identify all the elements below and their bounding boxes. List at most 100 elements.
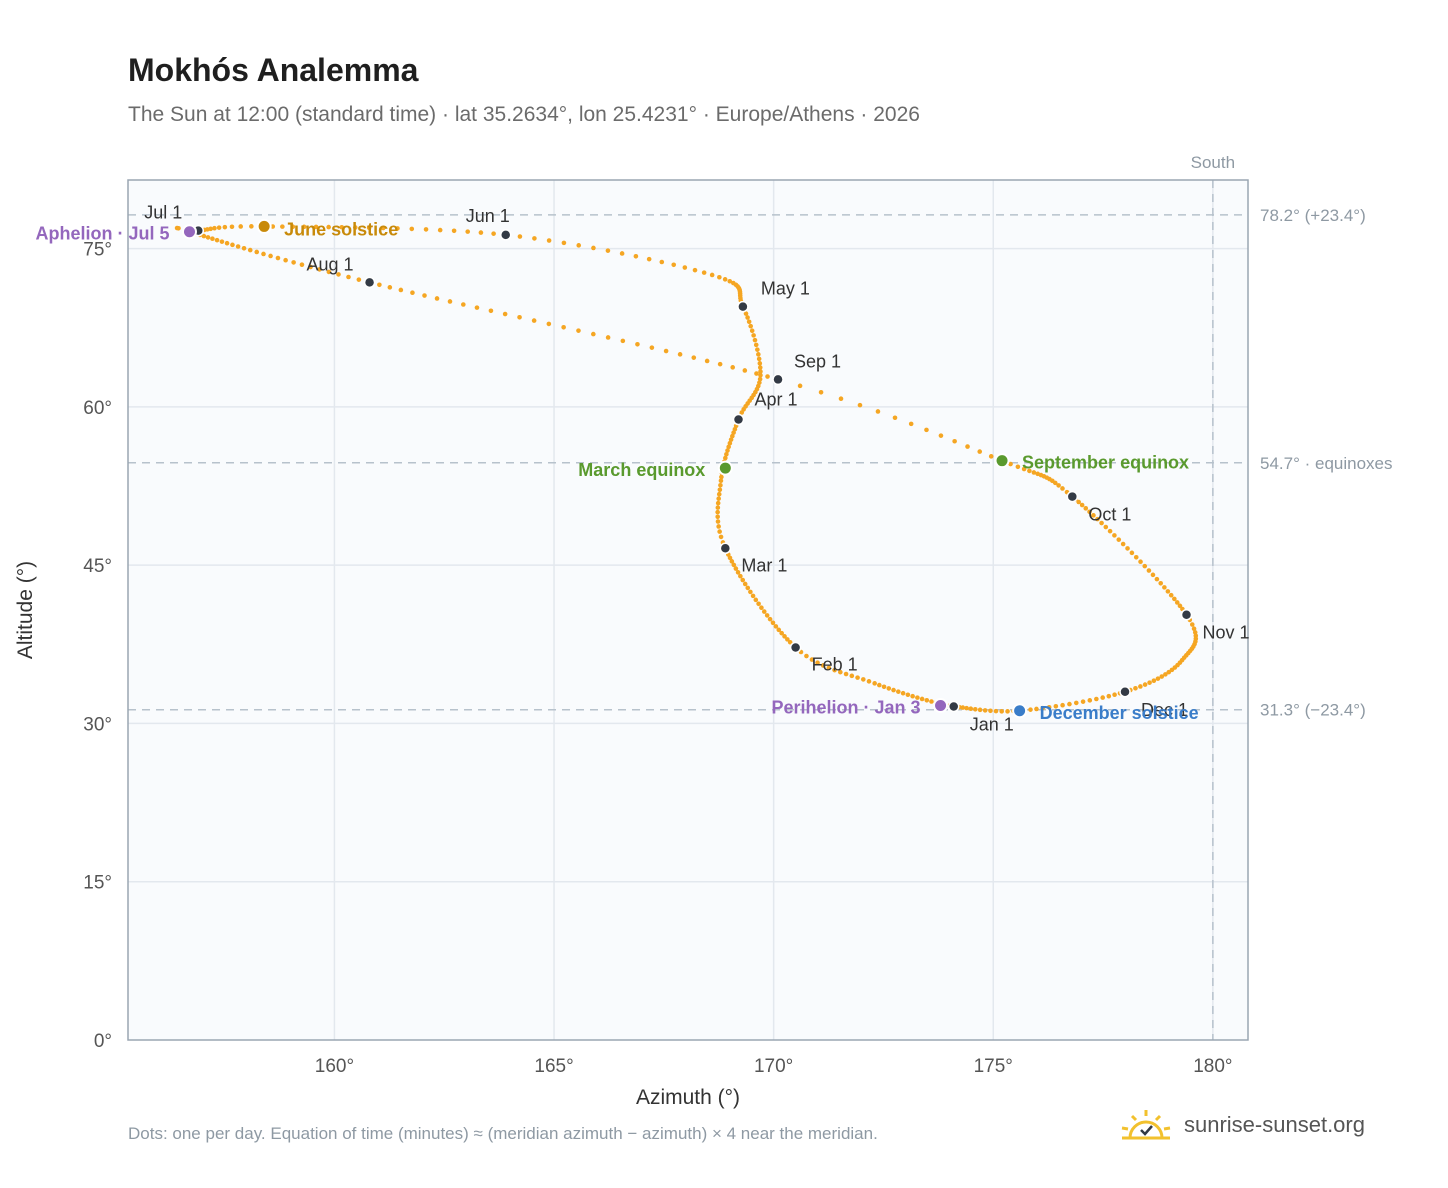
daily-sun-dot bbox=[717, 361, 723, 367]
daily-sun-dot bbox=[849, 673, 855, 679]
daily-sun-dot bbox=[1165, 589, 1171, 594]
x-tick-label: 180° bbox=[1193, 1056, 1232, 1077]
month-marker-label: May 1 bbox=[761, 279, 810, 299]
daily-sun-dot bbox=[757, 365, 763, 370]
daily-sun-dot bbox=[723, 455, 728, 461]
daily-sun-dot bbox=[756, 356, 762, 362]
daily-sun-dot bbox=[896, 689, 901, 694]
daily-sun-dot bbox=[748, 589, 753, 595]
daily-sun-dot bbox=[339, 224, 345, 230]
event-marker-label: Aphelion · Jul 5 bbox=[35, 224, 169, 244]
daily-sun-dot bbox=[1094, 696, 1099, 702]
daily-sun-dot bbox=[929, 699, 934, 704]
daily-sun-dot bbox=[531, 318, 537, 323]
daily-sun-dot bbox=[717, 274, 722, 280]
daily-sun-dot bbox=[561, 324, 566, 330]
daily-sun-dot bbox=[423, 227, 429, 232]
daily-sun-dot bbox=[1056, 483, 1061, 488]
daily-sun-dot bbox=[380, 225, 386, 231]
daily-sun-dot bbox=[451, 228, 457, 234]
month-marker-label: Jan 1 bbox=[970, 715, 1014, 735]
daily-sun-dot bbox=[1021, 466, 1027, 472]
month-markers: Jan 1 Feb 1 Mar 1 Apr 1 May 1 Jun 1 Jul 1 Aug 1… bbox=[144, 203, 1249, 735]
daily-sun-dot bbox=[1095, 516, 1100, 522]
daily-sun-dot bbox=[356, 277, 362, 282]
daily-sun-dot bbox=[659, 259, 665, 265]
daily-sun-dot bbox=[770, 620, 776, 626]
daily-sun-dot bbox=[730, 433, 735, 439]
daily-sun-dot bbox=[561, 240, 567, 246]
month-marker-dot bbox=[947, 700, 960, 713]
daily-sun-dot bbox=[743, 311, 749, 316]
daily-sun-dot bbox=[779, 630, 784, 636]
daily-sun-dot bbox=[709, 272, 715, 278]
daily-sun-dot bbox=[993, 708, 999, 714]
daily-sun-dot bbox=[731, 562, 737, 568]
daily-sun-dot bbox=[422, 293, 427, 298]
daily-sun-dot bbox=[757, 376, 763, 382]
daily-sun-dot bbox=[757, 361, 763, 366]
event-marker-dot bbox=[181, 224, 197, 240]
brand[interactable]: sunrise-sunset.org bbox=[1120, 1102, 1365, 1148]
brand-text: sunrise-sunset.org bbox=[1184, 1112, 1365, 1137]
daily-sun-dot bbox=[972, 706, 978, 712]
daily-sun-dot bbox=[387, 285, 393, 290]
daily-sun-dot bbox=[280, 224, 285, 229]
daily-sun-dot bbox=[759, 605, 764, 611]
month-marker-label: Mar 1 bbox=[741, 555, 787, 575]
daily-sun-dot bbox=[715, 509, 720, 515]
daily-sun-dot bbox=[877, 682, 882, 688]
daily-sun-dot bbox=[491, 231, 496, 236]
daily-sun-dot bbox=[1120, 541, 1126, 547]
daily-sun-dot bbox=[1027, 468, 1032, 474]
daily-sun-dot bbox=[742, 581, 748, 587]
month-marker-label: Jul 1 bbox=[144, 203, 182, 223]
daily-sun-dot bbox=[924, 427, 929, 433]
event-marker-label: March equinox bbox=[578, 460, 705, 480]
daily-sun-dot bbox=[1154, 576, 1160, 582]
daily-sun-dot bbox=[718, 482, 723, 488]
daily-sun-dot bbox=[1112, 692, 1117, 698]
daily-sun-dot bbox=[750, 593, 756, 599]
daily-sun-dot bbox=[773, 624, 779, 629]
daily-sun-dot bbox=[1067, 701, 1072, 707]
x-tick-label: 165° bbox=[534, 1056, 573, 1077]
daily-sun-dot bbox=[716, 496, 721, 501]
daily-sun-dot bbox=[872, 681, 877, 686]
daily-sun-dot bbox=[291, 260, 296, 265]
daily-sun-dot bbox=[1112, 533, 1117, 538]
daily-sun-dot bbox=[717, 529, 722, 534]
daily-sun-dot bbox=[1031, 470, 1037, 475]
daily-sun-dot bbox=[965, 444, 970, 449]
daily-sun-dot bbox=[488, 308, 494, 314]
meridian-label: South bbox=[1191, 153, 1235, 172]
daily-sun-dot bbox=[1053, 703, 1059, 709]
daily-sun-dot bbox=[905, 692, 911, 698]
daily-sun-dot bbox=[1146, 568, 1152, 573]
y-tick-label: 75° bbox=[83, 240, 112, 261]
month-marker-label: Sep 1 bbox=[794, 351, 841, 371]
y-tick-label: 30° bbox=[83, 714, 112, 735]
daily-sun-dot bbox=[832, 667, 837, 673]
month-marker-label: Nov 1 bbox=[1203, 623, 1250, 643]
analemma-curve bbox=[174, 224, 1199, 714]
daily-sun-dot bbox=[924, 697, 930, 703]
reference-line-label: 31.3° (−23.4°) bbox=[1260, 701, 1366, 720]
daily-sun-dot bbox=[787, 639, 793, 645]
daily-sun-dot bbox=[201, 233, 207, 239]
daily-sun-dot bbox=[1040, 705, 1046, 711]
daily-sun-dot bbox=[724, 451, 729, 457]
event-marker-label: June solstice bbox=[284, 219, 398, 239]
month-marker-label: Aug 1 bbox=[307, 254, 354, 274]
daily-sun-dot bbox=[815, 660, 820, 665]
daily-sun-dot bbox=[1191, 626, 1197, 632]
month-marker-dot bbox=[1066, 490, 1079, 503]
daily-sun-dot bbox=[982, 708, 988, 713]
month-marker-dot bbox=[1180, 608, 1193, 621]
daily-sun-dot bbox=[290, 224, 296, 230]
month-marker-dot bbox=[772, 373, 784, 386]
daily-sun-dot bbox=[938, 433, 944, 438]
daily-sun-dot bbox=[733, 566, 739, 571]
daily-sun-dot bbox=[1133, 685, 1138, 691]
daily-sun-dot bbox=[1073, 700, 1079, 706]
